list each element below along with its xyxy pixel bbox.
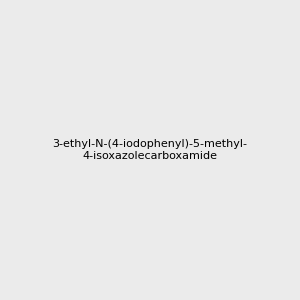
Text: 3-ethyl-N-(4-iodophenyl)-5-methyl-
4-isoxazolecarboxamide: 3-ethyl-N-(4-iodophenyl)-5-methyl- 4-iso…: [52, 139, 247, 161]
